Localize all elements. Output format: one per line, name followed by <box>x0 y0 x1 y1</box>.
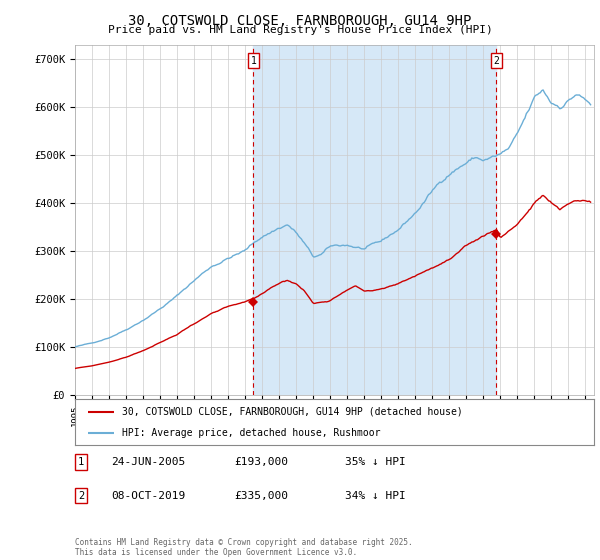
Text: HPI: Average price, detached house, Rushmoor: HPI: Average price, detached house, Rush… <box>122 428 380 438</box>
Text: £335,000: £335,000 <box>234 491 288 501</box>
Text: 30, COTSWOLD CLOSE, FARNBOROUGH, GU14 9HP: 30, COTSWOLD CLOSE, FARNBOROUGH, GU14 9H… <box>128 14 472 28</box>
Bar <box>253 45 496 395</box>
Text: Contains HM Land Registry data © Crown copyright and database right 2025.
This d: Contains HM Land Registry data © Crown c… <box>75 538 413 557</box>
Text: 30, COTSWOLD CLOSE, FARNBOROUGH, GU14 9HP (detached house): 30, COTSWOLD CLOSE, FARNBOROUGH, GU14 9H… <box>122 407 463 417</box>
Text: 2: 2 <box>494 55 499 66</box>
Text: 1: 1 <box>250 55 256 66</box>
Text: 1: 1 <box>78 457 84 467</box>
Text: 35% ↓ HPI: 35% ↓ HPI <box>345 457 406 467</box>
Text: Price paid vs. HM Land Registry's House Price Index (HPI): Price paid vs. HM Land Registry's House … <box>107 25 493 35</box>
Text: £193,000: £193,000 <box>234 457 288 467</box>
Text: 34% ↓ HPI: 34% ↓ HPI <box>345 491 406 501</box>
Text: 2: 2 <box>78 491 84 501</box>
Text: 24-JUN-2005: 24-JUN-2005 <box>111 457 185 467</box>
Text: 08-OCT-2019: 08-OCT-2019 <box>111 491 185 501</box>
